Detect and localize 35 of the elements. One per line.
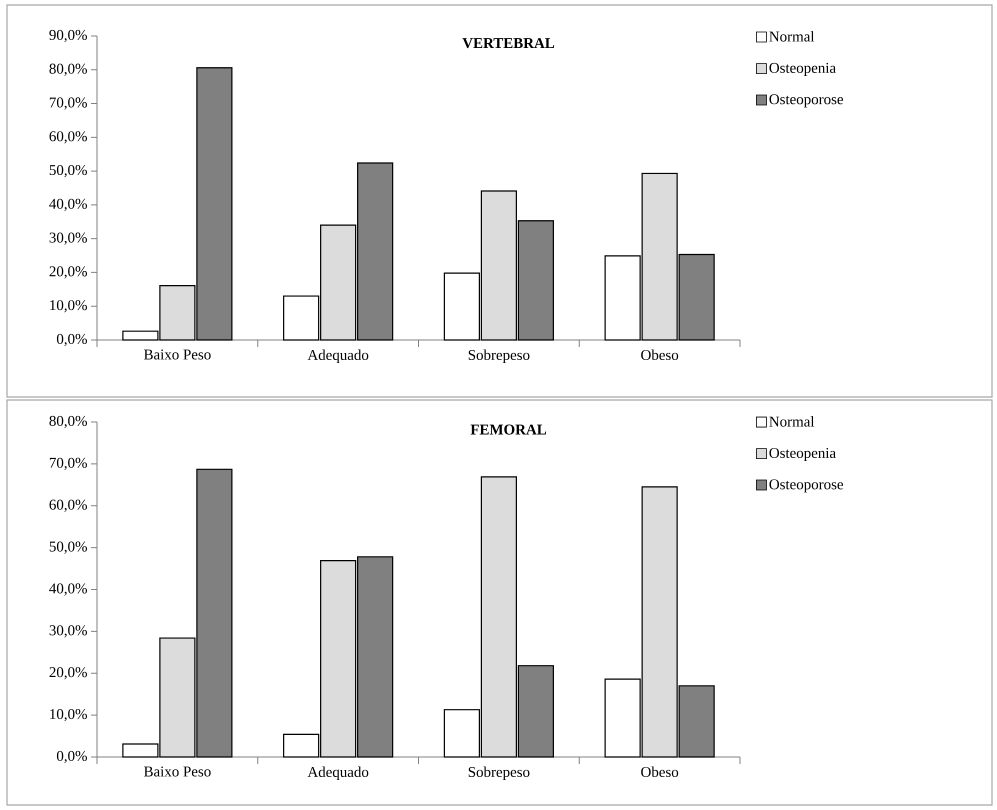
x-tick-label: Sobrepeso <box>468 350 530 364</box>
y-tick-label: 90,0% <box>49 30 87 42</box>
x-tick-label: Adequado <box>308 766 368 780</box>
y-tick-label: 70,0% <box>50 97 87 110</box>
legend-label: Osteopenia <box>769 448 836 462</box>
chart-title: VERTEBRAL <box>462 38 554 48</box>
y-tick-label: 80,0% <box>49 416 87 428</box>
y-tick-label: 80,0% <box>49 64 87 76</box>
legend-label: Osteoporose <box>769 94 844 108</box>
chart-title: FEMORAL <box>470 424 546 435</box>
y-tick-label: 20,0% <box>50 667 87 680</box>
y-tick-label: 40,0% <box>49 198 87 211</box>
y-tick-label: 0,0% <box>56 334 87 346</box>
x-tick-label: Sobrepeso <box>468 766 530 780</box>
legend-label: Osteoporose <box>769 479 844 492</box>
y-tick-label: 50,0% <box>50 164 87 178</box>
x-tick-label: Obeso <box>641 350 678 360</box>
y-tick-label: 70,0% <box>50 458 87 470</box>
y-tick-label: 60,0% <box>50 500 87 512</box>
y-tick-label: 30,0% <box>50 625 87 638</box>
x-tick-label: Adequado <box>308 350 368 364</box>
y-tick-label: 60,0% <box>50 131 87 144</box>
x-tick-label: Baixo Peso <box>144 350 211 360</box>
legend-label: Normal <box>769 31 814 42</box>
y-tick-label: 10,0% <box>50 708 87 722</box>
y-tick-label: 0,0% <box>56 750 87 764</box>
y-tick-label: 10,0% <box>50 300 87 312</box>
y-tick-label: 50,0% <box>50 541 87 554</box>
legend-label: Normal <box>769 416 814 427</box>
legend-label: Osteopenia <box>769 62 836 76</box>
y-tick-label: 40,0% <box>49 583 87 596</box>
x-tick-label: Baixo Peso <box>144 766 211 777</box>
y-tick-label: 20,0% <box>50 266 87 279</box>
x-tick-label: Obeso <box>641 766 678 778</box>
y-tick-label: 30,0% <box>50 232 87 245</box>
